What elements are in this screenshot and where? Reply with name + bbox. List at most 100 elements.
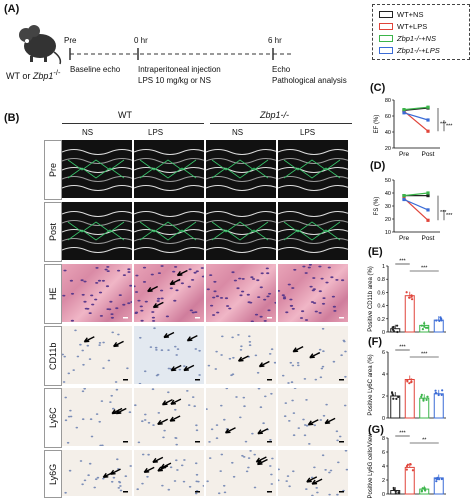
timeline-0hr: 0 hr xyxy=(134,36,148,45)
bar xyxy=(433,319,444,333)
data-point xyxy=(402,108,406,112)
mouse-icon xyxy=(19,25,62,65)
row-label: Ly6G xyxy=(44,450,62,498)
data-point xyxy=(440,393,443,396)
legend-swatch xyxy=(379,46,393,54)
sig-label: *** xyxy=(399,259,406,265)
legend-item: Zbp1-/-+NS xyxy=(379,32,463,44)
y-tick-label: 50 xyxy=(385,178,391,184)
data-point xyxy=(426,129,430,133)
y-tick-label: 10 xyxy=(385,230,391,236)
timeline-step1-line1: Intraperitoneal injection xyxy=(138,65,221,74)
micrograph xyxy=(134,202,204,260)
timeline-6hr: 6 hr xyxy=(268,36,282,45)
timeline-step0: Baseline echo xyxy=(70,65,121,74)
bar xyxy=(404,295,415,333)
micrograph xyxy=(278,264,348,322)
data-point xyxy=(396,330,399,334)
micrograph xyxy=(206,140,276,198)
data-point xyxy=(420,490,423,493)
micrograph xyxy=(206,326,276,384)
data-point xyxy=(426,194,430,198)
bar xyxy=(390,328,401,333)
data-point xyxy=(420,393,423,396)
y-tick-label: 20 xyxy=(385,217,391,223)
y-tick-label: 30 xyxy=(385,204,391,210)
data-point xyxy=(402,197,406,202)
data-point xyxy=(410,294,413,297)
sig-label: *** xyxy=(446,213,453,219)
series-line xyxy=(403,107,429,111)
bar xyxy=(433,393,444,419)
data-point xyxy=(408,296,411,299)
y-tick-label: 80 xyxy=(385,98,391,104)
y-tick-label: 0 xyxy=(382,330,385,336)
series-line xyxy=(403,106,429,111)
data-point xyxy=(440,319,443,322)
data-point xyxy=(441,389,444,392)
panel-e-label: (E) xyxy=(368,246,383,258)
y-tick-label: 20 xyxy=(385,146,391,152)
y-axis-label: Positive Ly6G cells/View xyxy=(368,433,374,499)
data-point xyxy=(391,392,394,395)
timeline-pre: Pre xyxy=(64,36,77,45)
data-point xyxy=(434,477,437,480)
y-tick-label: 0 xyxy=(382,416,385,422)
data-point xyxy=(423,322,426,325)
group-wt-line xyxy=(62,123,204,124)
micrograph xyxy=(62,140,132,198)
micrograph xyxy=(134,140,204,198)
data-point xyxy=(402,111,406,115)
data-point xyxy=(426,326,429,329)
x-tick-label: Pre xyxy=(399,151,410,158)
row-label: HE xyxy=(44,264,62,324)
bar xyxy=(433,477,444,495)
x-tick-label: Post xyxy=(421,151,434,158)
row-label: Post xyxy=(44,202,62,262)
data-point xyxy=(410,380,413,383)
panel-f-label: (F) xyxy=(368,336,383,348)
sig-label: *** xyxy=(440,122,447,128)
sig-label: ** xyxy=(422,438,427,444)
mouse-genotype-label: WT or Zbp1-/- xyxy=(6,68,60,81)
y-tick-label: 0.4 xyxy=(377,304,385,310)
y-tick-label: 1 xyxy=(382,264,385,270)
x-tick-label: Pre xyxy=(399,235,410,242)
bar xyxy=(404,379,415,419)
group-ko: Zbp1-/- xyxy=(260,110,290,120)
y-tick-label: 40 xyxy=(385,191,391,197)
data-point xyxy=(424,326,428,329)
mouse-label-gene: Zbp1 xyxy=(32,71,54,81)
y-tick-label: 40 xyxy=(385,130,391,136)
panel-g-label: (G) xyxy=(368,424,384,436)
micrograph xyxy=(206,388,276,446)
data-point xyxy=(406,379,409,382)
y-tick-label: 6 xyxy=(382,450,385,456)
micrograph xyxy=(206,450,276,496)
data-point xyxy=(440,477,443,481)
legend-item: WT+NS xyxy=(379,8,463,20)
col-label: LPS xyxy=(300,128,316,137)
legend: WT+NS WT+LPS Zbp1-/-+NS Zbp1-/-+LPS xyxy=(372,4,470,60)
micrograph xyxy=(134,388,204,446)
sig-label: *** xyxy=(446,124,453,130)
panel-d-label: (D) xyxy=(370,160,386,172)
series-line xyxy=(403,192,429,197)
y-tick-label: 2 xyxy=(382,394,385,400)
data-point xyxy=(426,118,430,122)
micrograph xyxy=(278,140,348,198)
timeline-step1-line2: LPS 10 mg/kg or NS xyxy=(138,76,211,85)
y-tick-label: 6 xyxy=(382,350,385,356)
data-point xyxy=(421,328,424,331)
data-point xyxy=(397,395,400,399)
micrograph xyxy=(62,202,132,260)
data-point xyxy=(405,468,408,471)
sig-label: *** xyxy=(399,431,406,437)
micrograph xyxy=(62,264,132,322)
data-point xyxy=(420,324,423,327)
y-tick-label: 0.8 xyxy=(377,277,385,283)
micrograph xyxy=(134,326,204,384)
data-point xyxy=(408,382,411,385)
sig-label: *** xyxy=(440,210,447,216)
